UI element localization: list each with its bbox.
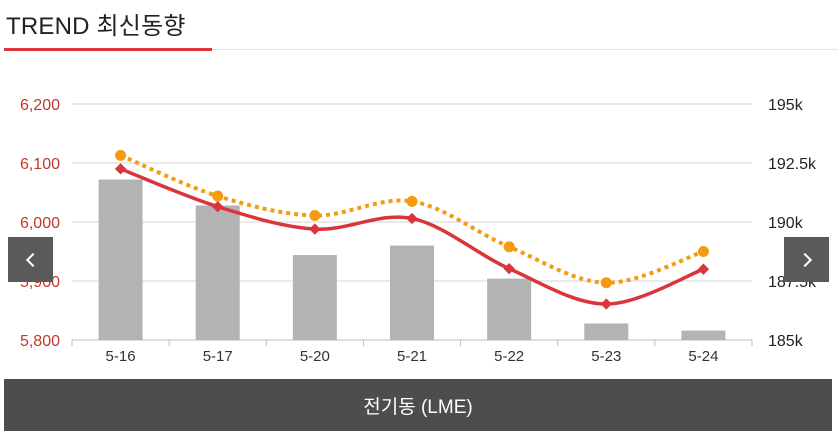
y-right-tick-label: 190k	[768, 215, 804, 232]
y-left-tick-label: 6,000	[20, 215, 60, 232]
x-tick-label: 5-21	[397, 348, 427, 365]
bar	[584, 323, 629, 340]
x-tick-label: 5-20	[300, 348, 330, 365]
y-right-tick-label: 185k	[768, 333, 804, 350]
trend-chart: 5,8005,9006,0006,1006,200185k187.5k190k1…	[20, 97, 817, 365]
bar	[98, 179, 143, 340]
title-underline	[4, 48, 212, 51]
chevron-left-icon	[25, 252, 40, 267]
dotted-series-point	[212, 190, 224, 202]
prev-button[interactable]	[8, 237, 53, 282]
bar	[292, 255, 337, 340]
bar	[390, 245, 434, 340]
header-divider	[212, 49, 838, 50]
y-right-tick-label: 195k	[768, 97, 804, 114]
bar	[681, 330, 726, 340]
dotted-series-point	[697, 246, 709, 257]
x-tick-label: 5-23	[591, 348, 621, 365]
solid-series-point	[600, 298, 612, 310]
x-tick-label: 5-16	[106, 348, 136, 365]
x-tick-label: 5-22	[494, 348, 524, 365]
y-right-tick-label: 192.5k	[768, 156, 817, 173]
dotted-series-point	[309, 210, 321, 222]
chevron-right-icon	[797, 252, 812, 267]
solid-series-point	[212, 201, 224, 213]
y-left-tick-label: 6,100	[20, 156, 60, 173]
x-tick-label: 5-17	[203, 348, 233, 365]
x-tick-label: 5-24	[688, 348, 718, 365]
dotted-series-point	[600, 277, 612, 289]
y-left-tick-label: 5,800	[20, 333, 60, 350]
dotted-series-point	[115, 149, 127, 161]
solid-series-point	[503, 262, 515, 275]
dotted-series-point	[406, 195, 418, 207]
y-left-tick-label: 6,200	[20, 97, 60, 114]
page-title: TREND 최신동향	[6, 13, 186, 40]
footer-label: 전기동 (LME)	[4, 379, 832, 431]
solid-series-point	[406, 212, 418, 225]
dotted-series-point	[503, 241, 515, 253]
next-button[interactable]	[784, 237, 829, 282]
solid-series-point	[114, 163, 127, 175]
bar	[195, 205, 240, 340]
solid-series-point	[309, 223, 321, 235]
solid-series-point	[697, 263, 710, 275]
bar	[487, 278, 532, 340]
